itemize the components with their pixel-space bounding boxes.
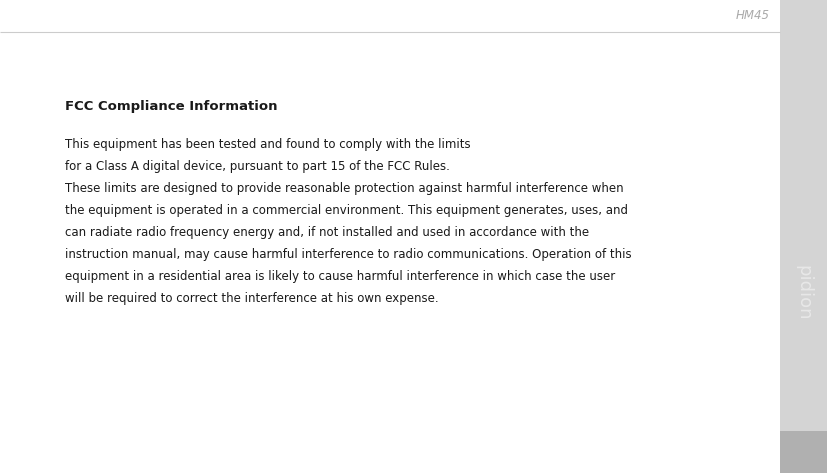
- Text: pidion: pidion: [795, 265, 812, 321]
- Text: equipment in a residential area is likely to cause harmful interference in which: equipment in a residential area is likel…: [65, 270, 615, 283]
- Bar: [780, 0, 827, 431]
- Text: the equipment is operated in a commercial environment. This equipment generates,: the equipment is operated in a commercia…: [65, 204, 628, 217]
- Text: can radiate radio frequency energy and, if not installed and used in accordance : can radiate radio frequency energy and, …: [65, 226, 589, 239]
- Text: FCC Compliance Information: FCC Compliance Information: [65, 100, 278, 113]
- Bar: [780, 431, 827, 473]
- Text: instruction manual, may cause harmful interference to radio communications. Oper: instruction manual, may cause harmful in…: [65, 248, 632, 261]
- Text: for a Class A digital device, pursuant to part 15 of the FCC Rules.: for a Class A digital device, pursuant t…: [65, 160, 450, 173]
- Text: will be required to correct the interference at his own expense.: will be required to correct the interfer…: [65, 292, 438, 305]
- Text: These limits are designed to provide reasonable protection against harmful inter: These limits are designed to provide rea…: [65, 182, 624, 195]
- Text: HM45: HM45: [736, 9, 770, 23]
- Text: This equipment has been tested and found to comply with the limits: This equipment has been tested and found…: [65, 138, 471, 151]
